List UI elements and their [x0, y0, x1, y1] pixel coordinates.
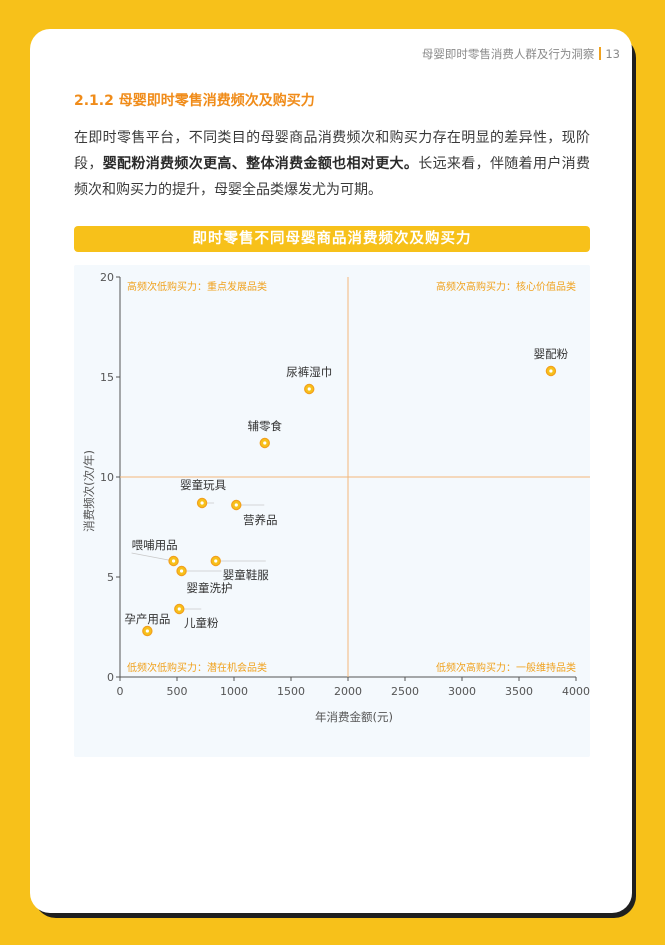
x-tick-label: 2000 — [334, 685, 362, 698]
x-tick-label: 0 — [117, 685, 124, 698]
data-point-label: 婴配粉 — [534, 347, 569, 361]
x-tick-label: 500 — [167, 685, 188, 698]
section-number: 2.1.2 — [74, 93, 114, 109]
data-point-center — [214, 559, 218, 563]
point-leader-line — [131, 552, 174, 562]
data-point-label: 喂哺用品 — [132, 538, 178, 552]
data-point-center — [549, 369, 553, 373]
data-point-label: 辅零食 — [248, 419, 283, 433]
page-card: 母婴即时零售消费人群及行为洞察 13 2.1.2 母婴即时零售消费频次及购买力 在… — [30, 29, 632, 913]
x-tick-label: 3500 — [505, 685, 533, 698]
x-tick-label: 1500 — [277, 685, 305, 698]
data-point-label: 婴童鞋服 — [223, 568, 269, 582]
data-point-label: 尿裤湿巾 — [286, 365, 332, 379]
y-tick-label: 20 — [100, 271, 114, 284]
x-axis-label: 年消费金额(元) — [315, 710, 393, 724]
data-point-center — [179, 569, 184, 573]
data-point-center — [171, 559, 176, 563]
data-point-center — [307, 387, 311, 391]
page-number: 13 — [605, 47, 620, 61]
paragraph-part-1: 在即时零售平台，不同类目的母婴商品消费频次和购买力存在明显的差异性，现阶段， — [74, 130, 590, 172]
data-point-center — [200, 501, 204, 505]
data-point-center — [263, 441, 267, 445]
x-tick-label: 4000 — [562, 685, 590, 698]
data-point-label: 营养品 — [243, 513, 278, 527]
quadrant-label-top-left: 高频次低购买力：重点发展品类 — [127, 280, 267, 293]
y-tick-label: 0 — [107, 671, 114, 684]
quadrant-label-bottom-right: 低频次高购买力：一般维持品类 — [436, 661, 576, 674]
x-tick-label: 3000 — [448, 685, 476, 698]
chart-panel: 0 500 1000 1500 2000 2500 3000 3500 4000 0 5 10 15 20… — [74, 265, 590, 757]
x-tick-label: 2500 — [391, 685, 419, 698]
y-tick-label: 10 — [100, 471, 114, 484]
section-heading: 2.1.2 母婴即时零售消费频次及购买力 — [74, 90, 315, 110]
data-point-center — [177, 607, 181, 611]
quadrant-label-bottom-left: 低频次低购买力：潜在机会品类 — [127, 661, 267, 674]
y-axis-label: 消费频次(次/年) — [82, 450, 96, 532]
quadrant-label-top-right: 高频次高购买力：核心价值品类 — [436, 280, 576, 293]
report-title: 母婴即时零售消费人群及行为洞察 — [421, 47, 595, 61]
section-title: 母婴即时零售消费频次及购买力 — [118, 93, 315, 109]
y-tick-label: 5 — [107, 571, 114, 584]
chart-title-banner: 即时零售不同母婴商品消费频次及购买力 — [74, 226, 590, 252]
data-point-label: 孕产用品 — [124, 612, 170, 626]
body-paragraph: 在即时零售平台，不同类目的母婴商品消费频次和购买力存在明显的差异性，现阶段，婴配… — [74, 125, 590, 203]
x-tick-label: 1000 — [220, 685, 248, 698]
scatter-chart: 0 500 1000 1500 2000 2500 3000 3500 4000 0 5 10 15 20… — [82, 271, 590, 724]
paragraph-part-2: 长远来看，伴随着用户消费频次和购买力的提升，母婴全品类爆发尤为可期。 — [74, 156, 591, 198]
data-point-center — [145, 629, 149, 633]
header-divider — [599, 47, 602, 60]
paragraph-bold-highlight: 婴配粉消费频次更高、整体消费金额也相对更大。 — [102, 156, 419, 172]
data-point-label: 儿童粉 — [184, 616, 219, 630]
page-header: 母婴即时零售消费人群及行为洞察 13 — [422, 46, 620, 62]
data-point-label: 婴童洗护 — [187, 581, 233, 595]
data-point-label: 婴童玩具 — [180, 478, 226, 492]
y-tick-label: 15 — [100, 371, 114, 384]
data-point-center — [234, 503, 238, 507]
